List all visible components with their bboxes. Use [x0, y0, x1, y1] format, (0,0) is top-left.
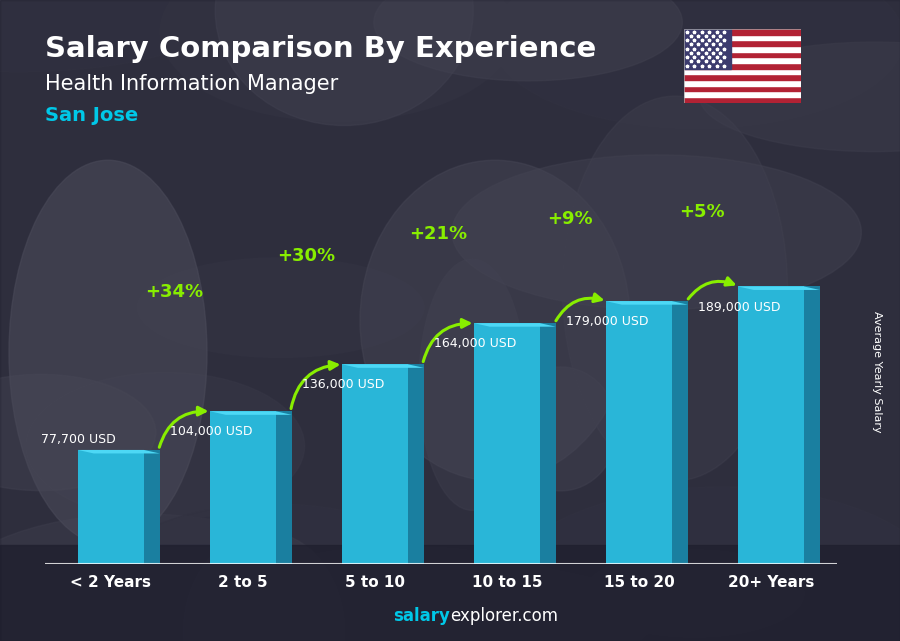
Ellipse shape [0, 374, 156, 490]
Text: explorer.com: explorer.com [450, 607, 558, 625]
Ellipse shape [699, 42, 900, 151]
Bar [684, 51, 801, 57]
Ellipse shape [237, 562, 654, 641]
Polygon shape [342, 364, 424, 368]
Text: Salary Comparison By Experience: Salary Comparison By Experience [45, 35, 596, 63]
Text: +5%: +5% [680, 203, 725, 221]
Bar [684, 85, 801, 91]
Ellipse shape [500, 487, 900, 641]
Bar [684, 97, 801, 103]
Ellipse shape [360, 160, 630, 481]
Text: 104,000 USD: 104,000 USD [170, 426, 253, 438]
Text: 77,700 USD: 77,700 USD [40, 433, 115, 446]
Polygon shape [210, 412, 292, 415]
FancyBboxPatch shape [474, 323, 540, 564]
Ellipse shape [9, 160, 207, 545]
Polygon shape [540, 323, 556, 564]
FancyBboxPatch shape [606, 301, 672, 564]
Bar [684, 63, 801, 69]
Polygon shape [408, 364, 424, 564]
Text: 189,000 USD: 189,000 USD [698, 301, 780, 313]
Ellipse shape [452, 155, 861, 310]
Polygon shape [804, 287, 820, 564]
Text: 136,000 USD: 136,000 USD [302, 378, 384, 392]
Ellipse shape [215, 0, 473, 126]
Ellipse shape [137, 258, 424, 358]
Text: 164,000 USD: 164,000 USD [434, 337, 517, 350]
Polygon shape [144, 450, 160, 564]
Bar [684, 69, 801, 74]
Bar [684, 29, 801, 35]
FancyBboxPatch shape [210, 412, 276, 564]
Polygon shape [738, 287, 820, 290]
Polygon shape [606, 301, 688, 304]
Polygon shape [672, 301, 688, 564]
Ellipse shape [160, 0, 514, 121]
Bar [684, 46, 801, 51]
Text: Average Yearly Salary: Average Yearly Salary [872, 311, 883, 433]
Ellipse shape [374, 0, 682, 81]
Ellipse shape [0, 0, 213, 72]
Bar [0, 545, 900, 641]
Text: +30%: +30% [277, 247, 336, 265]
FancyBboxPatch shape [78, 450, 144, 564]
Text: salary: salary [393, 607, 450, 625]
FancyBboxPatch shape [738, 287, 804, 564]
Ellipse shape [505, 367, 617, 491]
Text: +9%: +9% [547, 210, 593, 228]
Text: Health Information Manager: Health Information Manager [45, 74, 338, 94]
Text: San Jose: San Jose [45, 106, 139, 125]
Ellipse shape [421, 324, 520, 410]
Bar [684, 91, 801, 97]
Text: +34%: +34% [145, 283, 203, 301]
Text: 179,000 USD: 179,000 USD [566, 315, 649, 328]
Ellipse shape [562, 96, 788, 481]
Bar [684, 74, 801, 80]
Polygon shape [78, 450, 160, 453]
Polygon shape [276, 412, 292, 564]
Bar [684, 80, 801, 85]
Ellipse shape [0, 514, 341, 641]
Bar [684, 40, 801, 46]
Ellipse shape [491, 0, 900, 128]
Text: +21%: +21% [410, 225, 467, 243]
Ellipse shape [106, 504, 442, 641]
Bar [684, 35, 801, 40]
Ellipse shape [585, 551, 804, 637]
Polygon shape [474, 323, 556, 327]
Bar [684, 57, 801, 63]
Ellipse shape [418, 259, 526, 510]
Bar [684, 29, 731, 69]
Ellipse shape [191, 546, 620, 641]
Ellipse shape [25, 372, 304, 520]
Ellipse shape [184, 531, 345, 641]
FancyBboxPatch shape [342, 364, 408, 564]
